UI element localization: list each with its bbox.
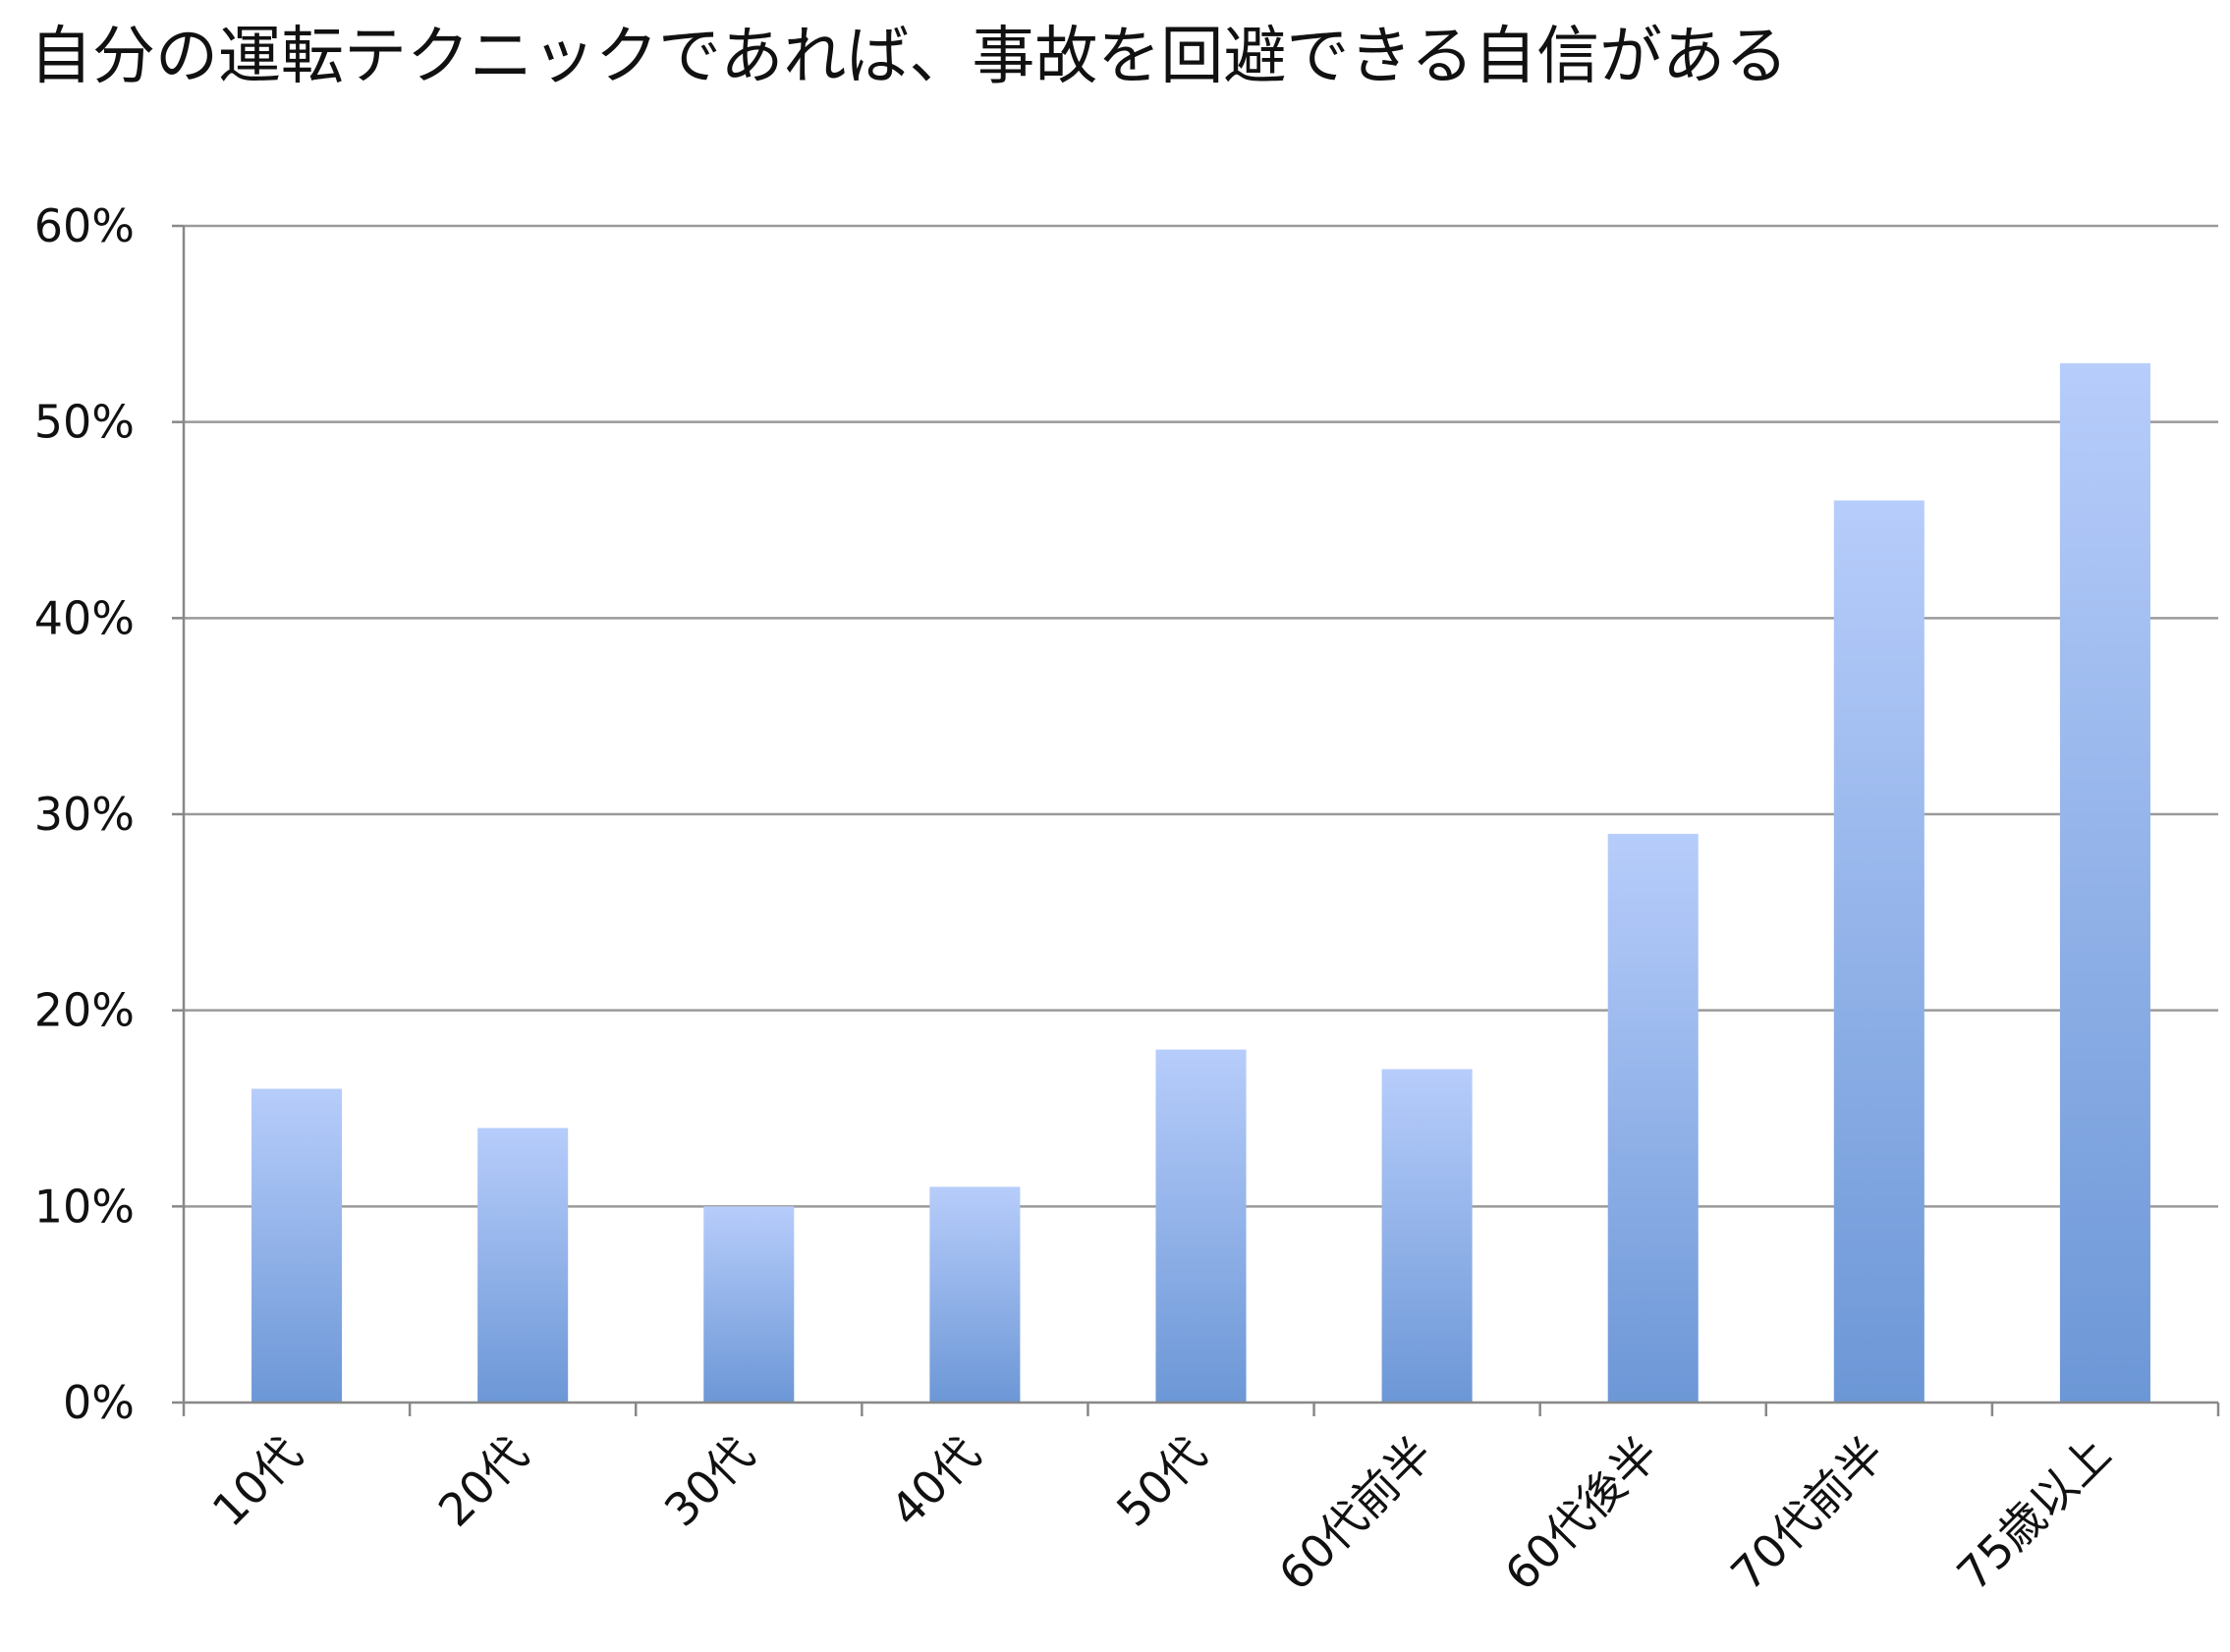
x-tick-label: 60代後半 [1494, 1427, 1668, 1601]
x-tick-label: 75歳以上 [1947, 1427, 2121, 1601]
x-tick-labels: 10代 20代 30代 40代 50代 60代前半 60代後半 70代前半 75歳以上 [202, 1427, 2121, 1601]
y-tick-label: 30% [34, 788, 135, 841]
y-tick-label: 40% [34, 591, 135, 644]
bar [1833, 500, 1924, 1403]
y-tick-label: 0% [63, 1376, 135, 1429]
bar [2059, 362, 2150, 1404]
y-tick-labels: 0% 10% 20% 30% 40% 50% 60% [34, 199, 135, 1429]
bar [703, 1206, 795, 1403]
x-tick-label: 10代 [202, 1427, 312, 1537]
x-tick-label: 30代 [654, 1427, 764, 1537]
x-tick-label: 20代 [428, 1427, 538, 1537]
axes [172, 224, 2220, 1416]
y-tick-label: 50% [34, 396, 135, 449]
y-tick-label: 60% [34, 199, 135, 252]
bar [929, 1186, 1021, 1403]
bar [1607, 833, 1699, 1403]
x-tick-label: 50代 [1106, 1427, 1216, 1537]
x-tick-label: 70代前半 [1720, 1427, 1894, 1601]
y-tick-label: 10% [34, 1180, 135, 1233]
bar [477, 1128, 569, 1403]
chart-title: 自分の運転テクニックであれば、事故を回避できる自信がある [29, 21, 1789, 93]
bars [251, 362, 2150, 1404]
bar [251, 1088, 343, 1403]
x-tick-label: 40代 [880, 1427, 990, 1537]
bar [1155, 1049, 1247, 1403]
bar [1381, 1069, 1473, 1403]
y-tick-label: 20% [34, 984, 135, 1037]
x-tick-label: 60代前半 [1268, 1427, 1442, 1601]
